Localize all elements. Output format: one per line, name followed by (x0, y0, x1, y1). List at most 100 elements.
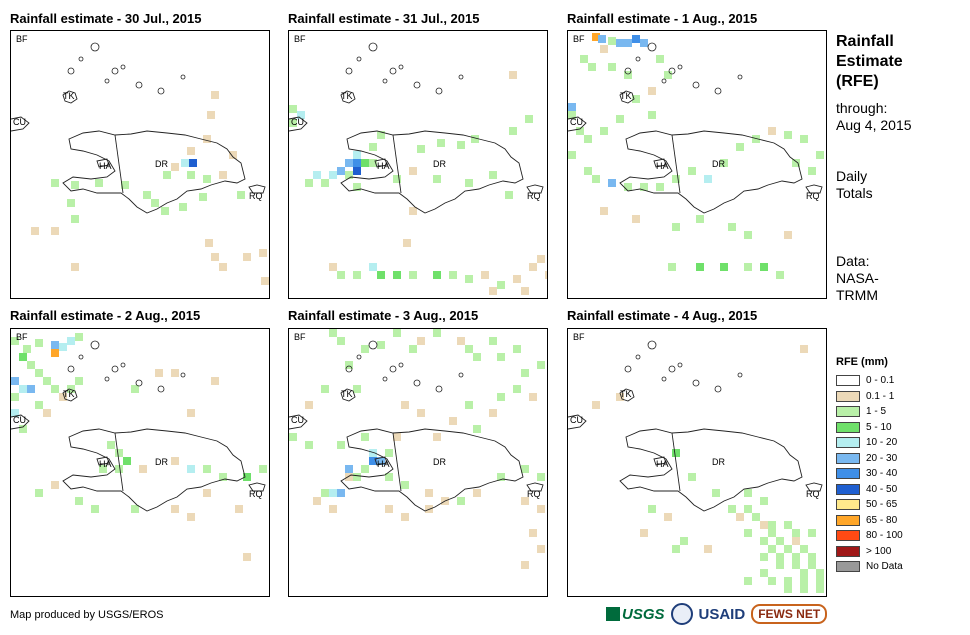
rainfall-cell (155, 369, 163, 377)
rainfall-cell (768, 545, 776, 553)
hispaniola-outline (619, 130, 803, 214)
rainfall-cell (768, 529, 776, 537)
rainfall-cell (784, 131, 792, 139)
rainfall-cell (592, 175, 600, 183)
rfe-legend: RFE (mm) 0 - 0.1 0.1 - 1 1 - 5 5 - 10 10 - 2… (836, 356, 903, 575)
hispaniola-outline (62, 428, 246, 512)
legend-item: 1 - 5 (836, 404, 903, 420)
rainfall-cell (465, 179, 473, 187)
rainfall-cell (35, 401, 43, 409)
rainfall-cell (289, 433, 297, 441)
bahamas-islet (78, 354, 84, 360)
rainfall-cell (680, 537, 688, 545)
legend-item: 20 - 30 (836, 451, 903, 467)
bahamas-islet (67, 365, 75, 373)
rainfall-cell (131, 505, 139, 513)
bahamas-islet (356, 354, 362, 360)
panel-title-6: Rainfall estimate - 4 Aug., 2015 (567, 308, 758, 323)
rainfall-cell (71, 263, 79, 271)
rainfall-cell (203, 135, 211, 143)
map-label-dr: DR (712, 457, 725, 467)
rainfall-cell (521, 561, 529, 569)
rainfall-cell (800, 345, 808, 353)
map-panel-6: BF CU TK HA DR RQ (567, 328, 827, 597)
bahamas-islet (458, 372, 464, 378)
rainfall-cell (329, 263, 337, 271)
rainfall-cell (259, 465, 267, 473)
rainfall-cell (337, 441, 345, 449)
rainfall-cell (235, 505, 243, 513)
legend-label: 65 - 80 (866, 514, 898, 526)
usgs-logo: USGS (606, 606, 665, 623)
rainfall-cell (760, 497, 768, 505)
rainfall-cell (211, 91, 219, 99)
bahamas-islet (624, 67, 632, 75)
bahamas-islet (413, 81, 421, 89)
rainfall-cell (377, 341, 385, 349)
rainfall-cell (521, 287, 529, 295)
rainfall-cell (11, 409, 19, 417)
rainfall-cell (471, 135, 479, 143)
rainfall-cell (648, 111, 656, 119)
rainfall-cell (792, 537, 800, 545)
rainfall-cell (672, 175, 680, 183)
turks-caicos-outline (340, 90, 356, 104)
rainfall-cell (243, 253, 251, 261)
map-label-ha: HA (377, 161, 390, 171)
legend-swatch (836, 514, 860, 526)
rainfall-cell (800, 585, 808, 593)
rainfall-cell (329, 489, 337, 497)
legend-label: 40 - 50 (866, 483, 898, 495)
gonave-island-outline (96, 456, 110, 466)
legend-item: No Data (836, 559, 903, 575)
rainfall-cell (425, 489, 433, 497)
rainfall-cell (237, 191, 245, 199)
rainfall-cell (385, 473, 393, 481)
rainfall-cell (744, 263, 752, 271)
map-label-dr: DR (155, 159, 168, 169)
map-label-cu: CU (570, 415, 583, 425)
rainfall-cell (43, 377, 51, 385)
rainfall-cell (401, 401, 409, 409)
rainfall-cell (744, 505, 752, 513)
rainfall-cell (696, 263, 704, 271)
panel-title-4: Rainfall estimate - 2 Aug., 2015 (10, 308, 201, 323)
rainfall-cell (513, 275, 521, 283)
bahamas-islet (647, 42, 657, 52)
rainfall-cell (377, 271, 385, 279)
rainfall-cell (187, 409, 195, 417)
puerto-rico-outline (526, 482, 544, 492)
rainfall-cell (800, 569, 808, 577)
rainfall-cell (115, 449, 123, 457)
bahamas-islet (692, 379, 700, 387)
bahamas-islet (692, 81, 700, 89)
rainfall-cell (151, 199, 159, 207)
map-label-ha: HA (377, 459, 390, 469)
rainfall-cell (361, 433, 369, 441)
rainfall-cell (632, 35, 640, 43)
rainfall-cell (393, 329, 401, 337)
bahamas-islet (714, 87, 722, 95)
bahamas-islet (413, 379, 421, 387)
bahamas-islet (111, 67, 119, 75)
map-label-cu: CU (570, 117, 583, 127)
legend-item: 65 - 80 (836, 513, 903, 529)
turks-caicos-outline (62, 90, 78, 104)
rainfall-cell (816, 577, 824, 585)
turks-caicos-outline (340, 388, 356, 402)
bahamas-islet (90, 42, 100, 52)
rainfall-cell (345, 171, 353, 179)
rainfall-cell (640, 183, 648, 191)
legend-swatch (836, 390, 860, 402)
rainfall-cell (229, 151, 237, 159)
rainfall-cell (305, 179, 313, 187)
map-panel-3: BF CU TK HA DR RQ (567, 30, 827, 299)
rainfall-cell (417, 145, 425, 153)
rainfall-cell (313, 171, 321, 179)
hispaniola-outline (340, 428, 524, 512)
rainfall-cell (219, 473, 227, 481)
rainfall-cell (369, 457, 377, 465)
rainfall-cell (361, 465, 369, 473)
legend-item: 10 - 20 (836, 435, 903, 451)
bahamas-islet (382, 376, 388, 382)
